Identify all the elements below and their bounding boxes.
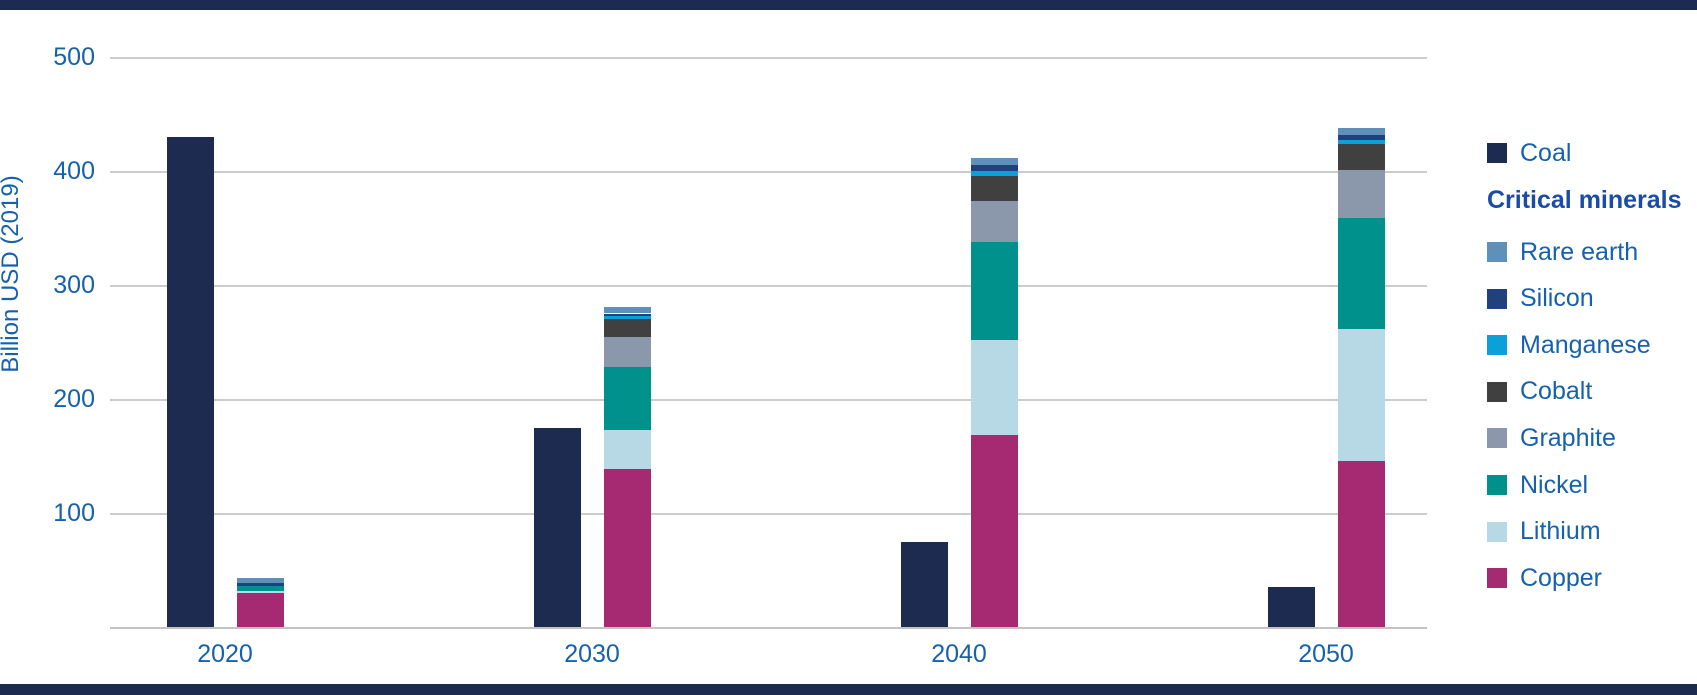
minerals-segment-manganese [1338,140,1385,144]
minerals-segment-cobalt [604,319,651,338]
legend-item-cobalt: Cobalt [1487,377,1593,406]
minerals-segment-silicon [971,165,1018,171]
legend-swatch-silicon [1487,288,1507,309]
legend-swatch-nickel [1487,475,1507,495]
minerals-segment-nickel [604,367,651,430]
legend-item-silicon: Silicon [1487,284,1594,313]
legend-swatch-lithium [1487,521,1507,542]
legend: Coal Critical minerals Rare earth Silicon Ma… [1487,0,1692,695]
legend-label: Nickel [1520,470,1589,499]
legend-label: Silicon [1520,284,1594,313]
gridline-300 [110,285,1427,287]
x-tick-label: 2050 [1298,640,1354,668]
legend-label: Cobalt [1520,377,1593,406]
legend-item-nickel: Nickel [1487,471,1588,499]
legend-item-manganese: Manganese [1487,331,1651,359]
legend-swatch-coal [1487,143,1507,163]
gridline-200 [110,399,1427,401]
legend-swatch-cobalt [1487,381,1507,402]
minerals-segment-lithium [604,429,651,469]
minerals-segment-graphite [604,337,651,368]
y-tick-label: 300 [53,271,95,299]
minerals-segment-nickel [1338,217,1385,330]
gridline-500 [110,57,1427,59]
coal-bar [901,541,948,627]
minerals-segment-graphite [1338,169,1385,218]
minerals-segment-copper [1338,460,1385,627]
y-tick-label: 200 [53,385,95,413]
minerals-segment-nickel [237,585,284,591]
legend-label: Copper [1520,563,1602,592]
legend-label: Rare earth [1520,237,1639,266]
x-tick-label: 2030 [564,640,620,668]
minerals-segment-nickel [971,241,1018,340]
minerals-segment-rare-earth [604,306,651,314]
x-tick-label: 2040 [931,640,987,668]
coal-bar [167,136,214,627]
minerals-segment-copper [604,468,651,627]
minerals-segment-silicon [604,313,651,316]
minerals-segment-cobalt [1338,143,1385,170]
legend-label: Coal [1520,138,1572,167]
x-tick-label: 2020 [197,640,253,668]
minerals-segment-lithium [1338,329,1385,461]
legend-swatch-copper [1487,568,1507,589]
top-border-bar [0,0,1697,10]
legend-label: Lithium [1520,517,1601,546]
minerals-segment-rare-earth [237,577,284,583]
minerals-segment-lithium [237,590,284,593]
minerals-segment-lithium [971,339,1018,436]
legend-swatch-rare-earth [1487,242,1507,262]
minerals-segment-rare-earth [1338,127,1385,135]
legend-item-copper: Copper [1487,564,1602,592]
minerals-segment-manganese [971,171,1018,176]
legend-item-rare-earth: Rare earth [1487,238,1638,266]
legend-item-graphite: Graphite [1487,424,1616,452]
legend-item-lithium: Lithium [1487,517,1601,546]
bottom-border-bar [0,684,1697,695]
minerals-segment-silicon [1338,134,1385,141]
legend-label: Graphite [1520,423,1616,452]
y-tick-label: 400 [53,157,95,185]
coal-bar [534,427,581,627]
x-axis-line [110,627,1427,629]
minerals-segment-silicon [237,582,284,586]
minerals-segment-rare-earth [971,158,1018,166]
coal-bar [1268,587,1315,627]
minerals-segment-graphite [971,200,1018,242]
legend-item-coal: Coal [1487,139,1571,167]
minerals-segment-cobalt [971,175,1018,201]
minerals-segment-manganese [604,315,651,320]
legend-swatch-graphite [1487,428,1507,449]
gridline-100 [110,513,1427,515]
minerals-segment-copper [237,592,284,627]
legend-swatch-manganese [1487,335,1507,356]
minerals-segment-copper [971,435,1018,627]
y-tick-label: 100 [53,499,95,527]
legend-label: Manganese [1520,330,1651,359]
gridline-400 [110,171,1427,173]
y-tick-label: 500 [53,43,95,71]
legend-group-header: Critical minerals [1487,186,1682,214]
